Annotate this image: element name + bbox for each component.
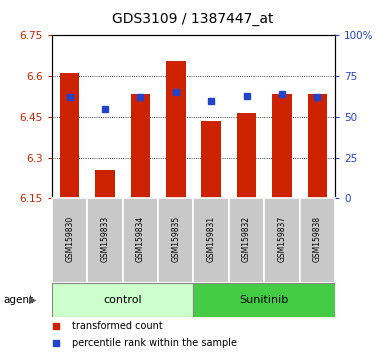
Text: control: control	[104, 295, 142, 305]
Text: GSM159832: GSM159832	[242, 216, 251, 262]
Text: percentile rank within the sample: percentile rank within the sample	[72, 338, 237, 348]
Bar	[308, 94, 327, 198]
Bar	[264, 198, 300, 283]
Bar	[60, 73, 79, 198]
Text: GDS3109 / 1387447_at: GDS3109 / 1387447_at	[112, 12, 273, 27]
Bar	[123, 198, 158, 283]
Text: GSM159834: GSM159834	[136, 216, 145, 262]
Text: GSM159837: GSM159837	[277, 216, 286, 262]
Bar	[193, 283, 335, 317]
Text: transformed count: transformed count	[72, 321, 162, 331]
Bar	[300, 198, 335, 283]
Bar	[95, 170, 115, 198]
Text: GSM159831: GSM159831	[207, 216, 216, 262]
Bar	[52, 198, 87, 283]
Bar	[193, 198, 229, 283]
Text: GSM159833: GSM159833	[100, 216, 110, 262]
Text: ▶: ▶	[29, 295, 37, 305]
Bar	[272, 94, 291, 198]
Text: GSM159830: GSM159830	[65, 216, 74, 262]
Bar	[158, 198, 193, 283]
Text: Sunitinib: Sunitinib	[239, 295, 289, 305]
Bar	[229, 198, 264, 283]
Bar	[166, 61, 186, 198]
Text: GSM159838: GSM159838	[313, 216, 322, 262]
Bar	[87, 198, 123, 283]
Bar	[131, 94, 150, 198]
Text: agent: agent	[4, 295, 34, 305]
Text: GSM159835: GSM159835	[171, 216, 180, 262]
Bar	[201, 121, 221, 198]
Bar	[52, 283, 193, 317]
Bar	[237, 113, 256, 198]
